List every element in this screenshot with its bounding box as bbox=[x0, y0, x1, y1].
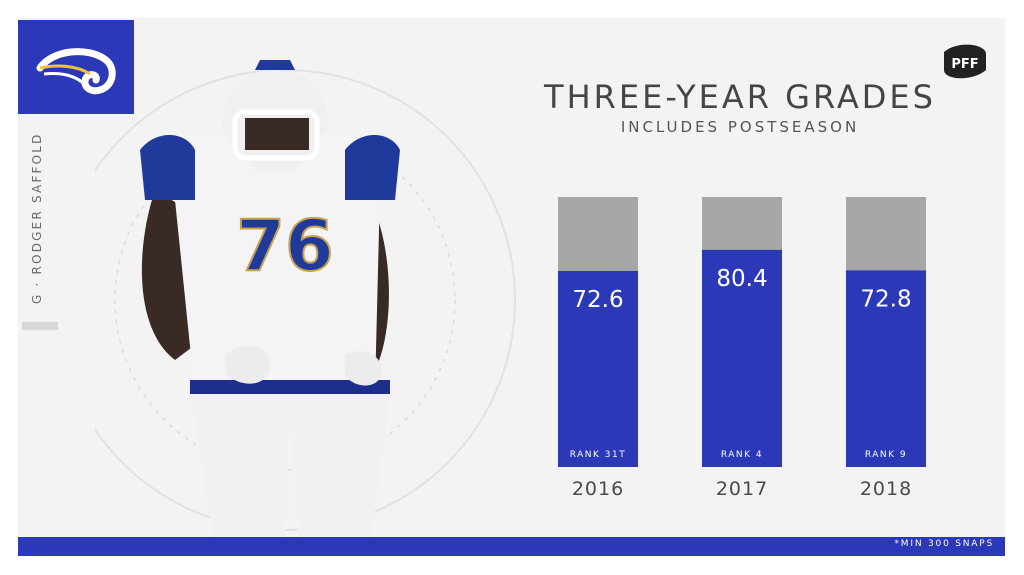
x-tick-label: 2017 bbox=[716, 478, 768, 500]
bar bbox=[846, 270, 926, 467]
bar bbox=[558, 270, 638, 467]
rams-horn-logo-icon bbox=[36, 48, 116, 95]
x-tick-label: 2016 bbox=[572, 478, 624, 500]
bar-rank-label: RANK 31T bbox=[570, 450, 627, 460]
chart-title: THREE-YEAR GRADES bbox=[544, 78, 936, 116]
pff-logo-text: PFF bbox=[951, 57, 978, 72]
bar-value-label: 72.6 bbox=[572, 287, 623, 313]
chart-subtitle: INCLUDES POSTSEASON bbox=[620, 118, 860, 136]
footnote: *MIN 300 SNAPS bbox=[894, 539, 994, 549]
x-tick-label: 2018 bbox=[860, 478, 912, 500]
bar-value-label: 80.4 bbox=[716, 266, 767, 292]
bar bbox=[702, 249, 782, 467]
bar-rank-label: RANK 4 bbox=[721, 450, 763, 460]
player-photo: 76 bbox=[95, 60, 516, 540]
side-divider bbox=[22, 322, 58, 330]
team-logo bbox=[18, 20, 134, 114]
pff-logo-icon: PFF bbox=[944, 44, 986, 79]
player-caption: G · RODGER SAFFOLD bbox=[30, 132, 44, 304]
jersey-number: 76 bbox=[236, 205, 333, 287]
bar-rank-label: RANK 9 bbox=[865, 450, 907, 460]
bottom-bar bbox=[18, 537, 1005, 556]
bar-value-label: 72.8 bbox=[860, 286, 911, 312]
grade-bar-chart: 72.6 RANK 31T 2016 80.4 RANK 4 2017 72.8 RANK 9… bbox=[558, 197, 926, 500]
